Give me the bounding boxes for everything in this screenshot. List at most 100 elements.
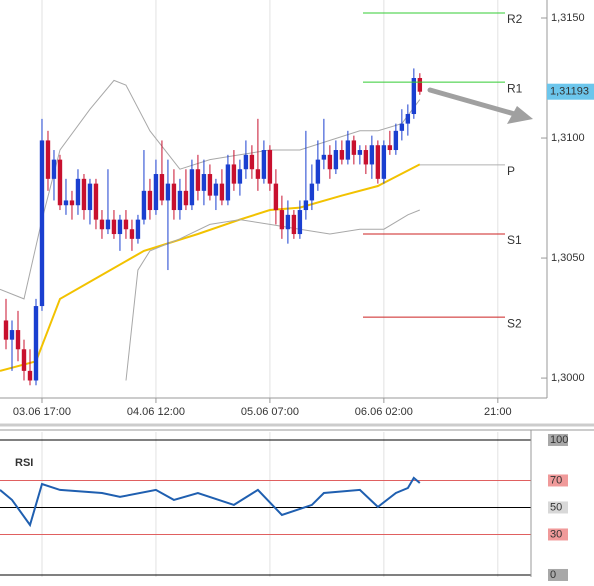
candle-body [51, 159, 57, 179]
y-tick-label: 100 [550, 434, 568, 446]
candle-body [315, 159, 321, 184]
arrow-shaft [427, 87, 521, 118]
pivot-label: R2 [507, 12, 523, 26]
candle-body [213, 183, 219, 196]
candle-body [9, 330, 15, 340]
candle-body [417, 78, 423, 92]
candle-body [159, 174, 165, 201]
candle-body [297, 210, 303, 235]
overlay-line [0, 79, 421, 300]
candle-body [33, 306, 39, 381]
candle-body [99, 219, 105, 230]
candle-body [279, 210, 285, 230]
candle-body [345, 140, 351, 160]
candle-body [21, 349, 27, 371]
x-tick-label: 21:00 [484, 406, 512, 418]
candle-body [81, 178, 87, 211]
candle-body [219, 183, 225, 201]
y-tick-label: 1,3150 [551, 12, 585, 24]
candle-body [63, 200, 69, 206]
candle-body [135, 219, 141, 239]
x-tick-label: 03.06 17:00 [13, 406, 71, 418]
candle-body [15, 330, 21, 350]
candle-body [387, 145, 393, 151]
candle-body [111, 219, 117, 235]
candle-body [123, 219, 129, 230]
candle-body [39, 140, 45, 307]
y-tick-label: 30 [550, 528, 562, 540]
candle-body [375, 145, 381, 179]
candle-body [153, 174, 159, 211]
last-price-box [547, 83, 594, 100]
candle-body [351, 140, 357, 155]
rsi-tick-bg [548, 568, 568, 581]
candle-body [183, 190, 189, 206]
candle-body [3, 320, 9, 340]
y-tick-label: 1,3000 [551, 372, 585, 384]
overlay-line [125, 209, 420, 381]
pivot-label: S2 [507, 316, 522, 330]
candle-body [399, 123, 405, 131]
last-price-label: 1,31193 [550, 86, 589, 98]
candle-body [363, 150, 369, 165]
candle-body [195, 169, 201, 191]
candle-body [303, 200, 309, 211]
y-tick-label: 70 [550, 474, 562, 486]
x-tick-label: 04.06 12:00 [127, 406, 185, 418]
candle-body [291, 214, 297, 235]
overlay-line [0, 163, 421, 372]
candle-body [129, 229, 135, 239]
candle-body [369, 145, 375, 165]
candle-body [105, 219, 111, 230]
y-tick-label: 0 [550, 569, 556, 581]
rsi-title: RSI [15, 457, 33, 469]
rsi-line [0, 476, 421, 528]
candle-body [171, 183, 177, 211]
candle-body [57, 159, 63, 206]
candle-body [333, 150, 339, 170]
pivot-label: R1 [507, 81, 523, 95]
candle-body [327, 154, 333, 170]
candle-body [45, 140, 51, 179]
candle-body [117, 219, 123, 235]
candle-body [267, 150, 273, 184]
pivot-label: S1 [507, 233, 522, 247]
arrow [427, 87, 533, 124]
candle-body [381, 145, 387, 179]
candle-body [75, 178, 81, 206]
candle-body [165, 183, 171, 201]
candle-body [273, 183, 279, 211]
rsi-tick-bg [548, 433, 568, 446]
x-tick-label: 05.06 07:00 [241, 406, 299, 418]
candle-body [189, 169, 195, 206]
candle-body [243, 154, 249, 170]
candle-body [339, 150, 345, 160]
candle-body [201, 174, 207, 191]
rsi-tick-bg [548, 474, 568, 487]
candle-body [93, 183, 99, 220]
candle-body [357, 150, 363, 155]
candle-body [249, 154, 255, 170]
candle-body [255, 169, 261, 179]
candle-body [177, 190, 183, 211]
rsi-tick-bg [548, 528, 568, 541]
candle-body [87, 183, 93, 211]
pivot-label: P [507, 164, 515, 178]
candle-body [207, 174, 213, 196]
candle-body [405, 114, 411, 124]
marks [0, 12, 505, 528]
candle-body [261, 150, 267, 179]
candle-body [285, 214, 291, 230]
x-tick-label: 06.06 02:00 [355, 406, 413, 418]
y-tick-label: 1,3100 [551, 132, 585, 144]
candle-body [237, 169, 243, 184]
arrow-head [507, 106, 533, 124]
candle-body [321, 154, 327, 160]
candle-body [225, 164, 231, 201]
rsi-tick-bg [548, 501, 568, 514]
candle-body [393, 130, 399, 151]
y-tick-label: 1,3050 [551, 252, 585, 264]
candle-body [309, 183, 315, 201]
